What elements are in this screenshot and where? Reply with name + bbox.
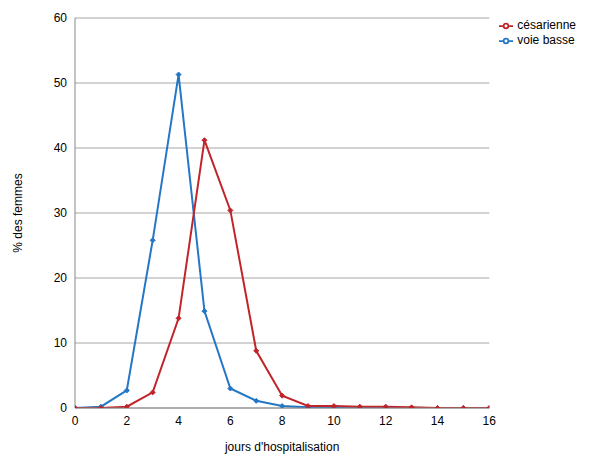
html-text:césarienne: césarienne [517,18,576,32]
html-text:voie basse: voie basse [517,32,575,47]
svg-text:jours d'hospitalisation: jours d'hospitalisation [224,440,339,454]
svg-text:2: 2 [123,414,130,428]
svg-text:10: 10 [327,414,341,428]
svg-text:16: 16 [483,414,497,428]
svg-text:10: 10 [54,336,68,350]
svg-text:12: 12 [379,414,393,428]
svg-text:50: 50 [54,76,68,90]
svg-text:0: 0 [60,401,67,415]
svg-text:40: 40 [54,141,68,155]
svg-text:14: 14 [431,414,445,428]
svg-text:% des femmes: % des femmes [11,173,25,252]
svg-text:30: 30 [54,206,68,220]
svg-text:6: 6 [227,414,234,428]
svg-text:20: 20 [54,271,68,285]
svg-text:8: 8 [279,414,286,428]
svg-text:60: 60 [54,11,68,25]
svg-text:4: 4 [175,414,182,428]
svg-text:0: 0 [72,414,79,428]
